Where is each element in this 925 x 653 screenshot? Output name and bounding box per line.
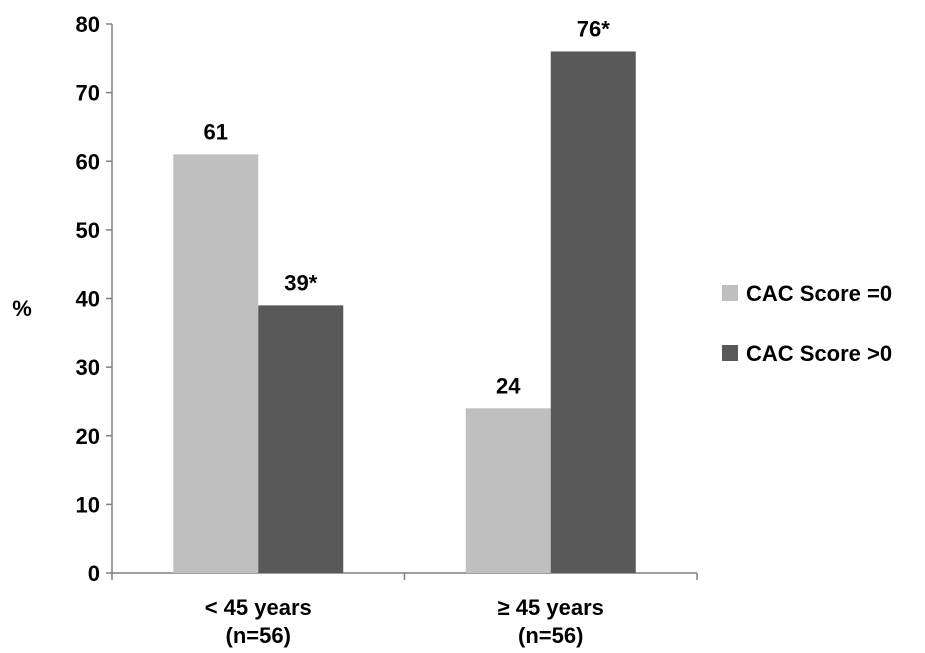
y-tick-label: 20 [76, 424, 100, 449]
bars [173, 51, 636, 573]
y-axis: 0 10 20 30 40 50 60 70 80 [76, 12, 113, 586]
x-axis [111, 572, 698, 580]
y-tick-label: 60 [76, 149, 100, 174]
legend-swatch [722, 285, 738, 301]
legend-label: CAC Score >0 [746, 341, 892, 366]
legend: CAC Score =0 CAC Score >0 [722, 281, 892, 366]
category-label: < 45 years [205, 595, 312, 620]
data-labels: 61 39* 24 76* [204, 16, 611, 398]
y-tick-label: 30 [76, 355, 100, 380]
bar [465, 408, 551, 573]
category-label: ≥ 45 years [498, 595, 604, 620]
bar [258, 305, 344, 573]
bar [173, 154, 259, 573]
legend-label: CAC Score =0 [746, 281, 892, 306]
y-axis-title: % [12, 296, 32, 321]
y-tick-label: 0 [88, 561, 100, 586]
y-tick-label: 50 [76, 218, 100, 243]
y-tick-label: 10 [76, 492, 100, 517]
data-label: 39* [284, 270, 317, 295]
y-tick-label: 80 [76, 12, 100, 37]
data-label: 76* [577, 16, 610, 41]
data-label: 24 [496, 373, 521, 398]
legend-swatch [722, 345, 738, 361]
category-labels: < 45 years (n=56) ≥ 45 years (n=56) [205, 595, 604, 648]
data-label: 61 [204, 119, 228, 144]
bar [550, 51, 636, 573]
category-sublabel: (n=56) [518, 623, 583, 648]
y-tick-label: 70 [76, 81, 100, 106]
y-tick-label: 40 [76, 287, 100, 312]
category-sublabel: (n=56) [226, 623, 291, 648]
